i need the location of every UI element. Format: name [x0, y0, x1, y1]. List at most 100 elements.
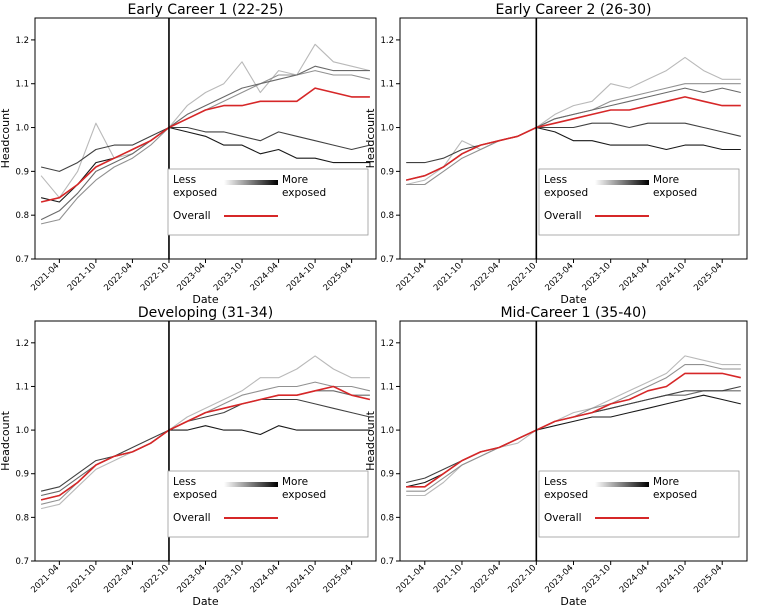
series-line-exposure — [406, 385, 741, 484]
legend-more-exposed: More exposed — [653, 174, 697, 199]
x-tick-label: 2025-04 — [692, 563, 724, 595]
y-tick-label: 1.1 — [380, 382, 394, 392]
chart-panel: Mid-Career 1 (35-40) 0.7 0.8 0.9 1.0 1.1 1.2 20… — [364, 305, 748, 608]
x-tick-label: 2024-10 — [285, 563, 317, 595]
x-tick-label: 2021-10 — [432, 261, 464, 293]
y-tick-label: 1.2 — [380, 36, 394, 46]
x-tick-label: 2023-04 — [543, 563, 575, 595]
legend: Less exposed More exposed Overall — [538, 168, 740, 236]
x-axis-label: Date — [192, 595, 219, 608]
series-line-exposure — [406, 87, 741, 181]
x-tick-label: 2024-04 — [249, 261, 281, 293]
x-tick-label: 2022-04 — [102, 261, 134, 293]
y-tick-label: 0.8 — [15, 513, 29, 523]
y-axis-label: Headcount — [0, 410, 12, 470]
x-tick-label: 2023-10 — [212, 261, 244, 293]
y-tick-label: 1.0 — [380, 426, 394, 436]
legend-more-exposed: More exposed — [282, 174, 326, 199]
x-tick-label: 2021-04 — [29, 563, 61, 595]
chart-title: Early Career 1 (22-25) — [127, 2, 283, 18]
y-tick-label: 1.0 — [380, 124, 394, 134]
x-tick-label: 2025-04 — [322, 563, 354, 595]
x-tick-label: 2024-10 — [285, 261, 317, 293]
y-tick-label: 1.0 — [15, 124, 29, 134]
legend-gradient-bar — [595, 180, 649, 185]
chart-title: Developing (31-34) — [138, 305, 273, 321]
x-tick-label: 2023-04 — [175, 261, 207, 293]
y-tick-label: 1.2 — [380, 339, 394, 349]
x-axis-label: Date — [560, 595, 587, 608]
x-tick-label: 2022-04 — [102, 563, 134, 595]
x-tick-label: 2021-10 — [432, 563, 464, 595]
legend-gradient-bar — [224, 180, 278, 185]
x-tick-label: 2023-04 — [543, 261, 575, 293]
series-line-overall — [406, 96, 741, 181]
y-tick-label: 0.7 — [380, 557, 394, 567]
x-tick-label: 2024-04 — [618, 563, 650, 595]
y-tick-label: 0.8 — [380, 513, 394, 523]
x-tick-label: 2022-10 — [139, 261, 171, 293]
legend-more-exposed: More exposed — [282, 476, 326, 501]
x-tick-label: 2024-10 — [655, 261, 687, 293]
legend-box — [167, 470, 369, 538]
legend-overall: Overall — [173, 210, 211, 222]
series-line-overall — [406, 372, 741, 488]
y-axis-label: Headcount — [364, 108, 377, 168]
x-tick-label: 2025-04 — [692, 261, 724, 293]
x-axis-label: Date — [560, 293, 587, 306]
chart-panel: Early Career 1 (22-25) 0.7 0.8 0.9 1.0 1.1 1.2… — [0, 2, 377, 306]
legend: Less exposed More exposed Overall — [167, 470, 369, 538]
y-tick-label: 0.7 — [380, 255, 394, 265]
legend-gradient-bar — [595, 482, 649, 487]
x-tick-label: 2024-04 — [618, 261, 650, 293]
legend-less-exposed: Less exposed — [173, 476, 217, 501]
x-tick-label: 2023-10 — [581, 563, 613, 595]
x-tick-label: 2021-10 — [66, 563, 98, 595]
y-tick-label: 0.8 — [380, 211, 394, 221]
x-tick-label: 2022-10 — [506, 563, 538, 595]
chart-title: Early Career 2 (26-30) — [495, 2, 651, 18]
legend-more-exposed: More exposed — [653, 476, 697, 501]
legend-less-exposed: Less exposed — [544, 476, 588, 501]
chart-panel: Early Career 2 (26-30) 0.7 0.8 0.9 1.0 1.1 1.2… — [364, 2, 748, 306]
series-line-exposure — [40, 65, 370, 221]
y-tick-label: 1.2 — [15, 339, 29, 349]
y-tick-label: 0.7 — [15, 255, 29, 265]
legend-less-exposed: Less exposed — [173, 174, 217, 199]
x-tick-label: 2021-04 — [29, 261, 61, 293]
legend: Less exposed More exposed Overall — [538, 470, 740, 538]
y-tick-label: 1.0 — [15, 426, 29, 436]
series-line-exposure — [40, 43, 371, 199]
series-line-exposure — [40, 126, 371, 172]
y-tick-label: 1.1 — [15, 80, 29, 90]
legend-overall: Overall — [173, 512, 211, 524]
y-tick-label: 0.7 — [15, 557, 29, 567]
legend-overall: Overall — [544, 512, 582, 524]
x-tick-label: 2023-04 — [175, 563, 207, 595]
x-tick-label: 2025-04 — [322, 261, 354, 293]
x-tick-label: 2024-04 — [249, 563, 281, 595]
x-axis-label: Date — [192, 293, 219, 306]
x-tick-label: 2022-04 — [469, 563, 501, 595]
y-axis-label: Headcount — [0, 108, 12, 168]
chart-panel: Developing (31-34) 0.7 0.8 0.9 1.0 1.1 1.2 2021… — [0, 305, 377, 608]
legend-overall: Overall — [544, 210, 582, 222]
y-tick-label: 0.8 — [15, 211, 29, 221]
x-tick-label: 2024-10 — [655, 563, 687, 595]
legend-box — [538, 470, 740, 538]
x-tick-label: 2021-10 — [66, 261, 98, 293]
legend-box — [538, 168, 740, 236]
legend: Less exposed More exposed Overall — [167, 168, 369, 236]
y-tick-label: 1.1 — [15, 382, 29, 392]
y-axis-label: Headcount — [364, 410, 377, 470]
y-tick-label: 0.9 — [15, 470, 29, 480]
x-tick-label: 2022-10 — [506, 261, 538, 293]
x-tick-label: 2023-10 — [212, 563, 244, 595]
y-tick-label: 1.1 — [380, 80, 394, 90]
y-tick-label: 1.2 — [15, 36, 29, 46]
series-line-overall — [40, 385, 371, 501]
legend-gradient-bar — [224, 482, 278, 487]
series-line-exposure — [40, 355, 370, 510]
x-tick-label: 2021-04 — [395, 261, 427, 293]
